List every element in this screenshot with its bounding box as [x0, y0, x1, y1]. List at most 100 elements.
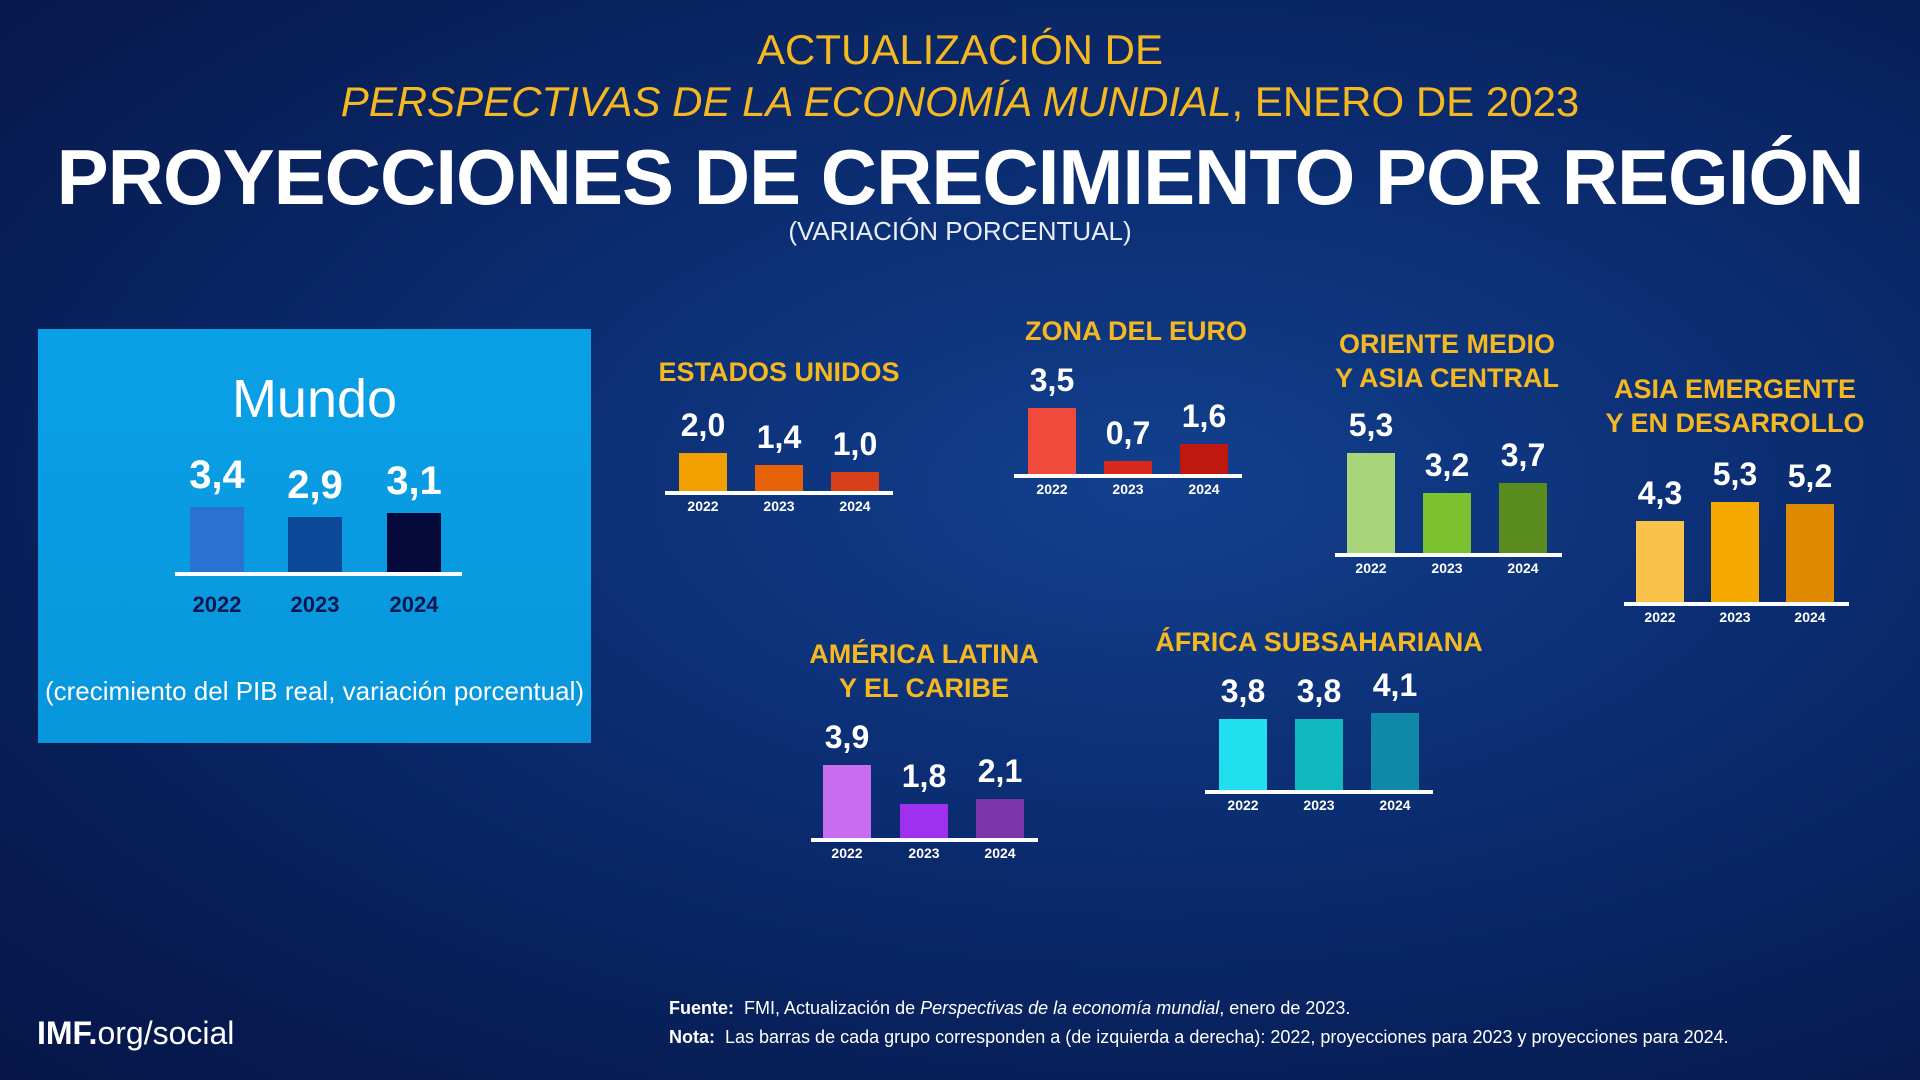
bar-2023 — [288, 516, 342, 572]
bar-2024 — [387, 513, 441, 572]
bar-2024 — [1499, 483, 1547, 553]
year-label: 2022 — [1355, 560, 1387, 576]
region-title: ORIENTE MEDIO Y ASIA CENTRAL — [1335, 327, 1559, 395]
value-label: 2,0 — [680, 407, 726, 444]
bar-2022 — [1219, 718, 1267, 790]
year-label: 2024 — [1507, 560, 1539, 576]
value-label: 3,9 — [824, 718, 870, 755]
source-italic: Perspectivas de la economía mundial — [920, 998, 1220, 1018]
value-label: 5,2 — [1787, 458, 1833, 495]
bar-2024 — [831, 472, 879, 491]
year-label: 2022 — [1227, 797, 1259, 813]
value-label: 3,1 — [386, 459, 442, 504]
year-label: 2023 — [1431, 560, 1463, 576]
value-label: 4,3 — [1637, 475, 1683, 512]
year-label: 2023 — [1719, 609, 1751, 625]
note-label: Nota: — [669, 1027, 715, 1047]
bar-2023 — [900, 804, 948, 838]
source-note: Fuente: FMI, Actualización de Perspectiv… — [669, 998, 1350, 1019]
value-label: 1,4 — [756, 418, 802, 455]
region-title-line: ORIENTE MEDIO — [1338, 329, 1556, 359]
year-label: 2022 — [831, 845, 863, 861]
bar-2022 — [190, 507, 244, 572]
axis-line — [1624, 602, 1849, 606]
region-title-line: Y EN DESARROLLO — [1605, 408, 1865, 438]
imf-brand-link[interactable]: IMF.org/social — [37, 1015, 234, 1052]
year-label: 2022 — [192, 592, 242, 617]
year-label: 2023 — [908, 845, 940, 861]
source-label: Fuente: — [669, 998, 734, 1018]
page-title: PROYECCIONES DE CRECIMIENTO POR REGIÓN — [56, 133, 1865, 221]
value-label: 1,0 — [832, 426, 878, 463]
bar-2022 — [823, 764, 871, 838]
year-label: 2024 — [1379, 797, 1411, 813]
region-title-line: Y ASIA CENTRAL — [1334, 363, 1560, 393]
bar-2022 — [1636, 521, 1684, 602]
year-label: 2024 — [389, 592, 439, 617]
bar-2024 — [1786, 504, 1834, 602]
region-title: AMÉRICA LATINA Y EL CARIBE — [809, 637, 1038, 705]
value-label: 3,7 — [1500, 437, 1546, 474]
value-label: 5,3 — [1348, 407, 1394, 444]
page-subtitle: (VARIACIÓN PORCENTUAL) — [788, 216, 1132, 246]
value-label: 3,8 — [1220, 672, 1266, 709]
region-title-line: ÁFRICA SUBSAHARIANA — [1155, 627, 1483, 657]
bar-2024 — [1371, 712, 1419, 790]
axis-line — [665, 491, 893, 495]
region-title-line: AMÉRICA LATINA — [809, 639, 1039, 669]
note-text: Las barras de cada grupo corresponden a … — [725, 1027, 1729, 1047]
footnote: Nota: Las barras de cada grupo correspon… — [669, 1027, 1729, 1048]
year-label: 2023 — [1303, 797, 1335, 813]
world-title: Mundo — [231, 369, 398, 429]
header-line-1: ACTUALIZACIÓN DE — [756, 26, 1164, 73]
axis-line — [175, 572, 462, 576]
world-caption: (crecimiento del PIB real, variación por… — [44, 676, 585, 706]
region-title-line: ASIA EMERGENTE — [1613, 374, 1857, 404]
bar-2022 — [1028, 408, 1076, 474]
source-pre: FMI, Actualización de — [744, 998, 921, 1018]
value-label: 2,1 — [977, 752, 1023, 789]
year-label: 2023 — [290, 592, 340, 617]
year-label: 2024 — [1188, 481, 1220, 497]
value-label: 3,8 — [1296, 672, 1342, 709]
year-label: 2023 — [763, 498, 795, 514]
bar-2023 — [1295, 718, 1343, 790]
value-label: 0,7 — [1105, 414, 1151, 451]
axis-line — [1335, 553, 1562, 557]
region-title-line: Y EL CARIBE — [838, 673, 1010, 703]
year-label: 2022 — [687, 498, 719, 514]
value-label: 3,4 — [189, 453, 245, 498]
bar-2022 — [679, 453, 727, 491]
region-title-line: ESTADOS UNIDOS — [658, 357, 900, 387]
bar-2024 — [1180, 443, 1228, 474]
value-label: 4,1 — [1372, 666, 1418, 703]
axis-line — [1205, 790, 1433, 794]
year-label: 2024 — [839, 498, 871, 514]
year-label: 2022 — [1644, 609, 1676, 625]
year-label: 2024 — [1794, 609, 1826, 625]
year-label: 2022 — [1036, 481, 1068, 497]
bar-2022 — [1347, 453, 1395, 553]
axis-line — [1014, 474, 1242, 478]
bar-2023 — [755, 464, 803, 491]
value-label: 3,5 — [1029, 362, 1075, 399]
region-title: ASIA EMERGENTE Y EN DESARROLLO — [1605, 372, 1864, 440]
value-label: 5,3 — [1712, 456, 1758, 493]
year-label: 2023 — [1112, 481, 1144, 497]
region-title: ÁFRICA SUBSAHARIANA — [1155, 625, 1483, 659]
publication-title: PERSPECTIVAS DE LA ECONOMÍA MUNDIAL — [340, 78, 1232, 125]
value-label: 2,9 — [287, 462, 343, 507]
header-line-2: PERSPECTIVAS DE LA ECONOMÍA MUNDIAL, ENE… — [0, 78, 1920, 126]
region-title-line: ZONA DEL EURO — [1024, 316, 1248, 346]
region-title: ESTADOS UNIDOS — [658, 355, 899, 389]
publication-date: , ENERO DE 2023 — [1231, 78, 1580, 125]
source-post: , enero de 2023. — [1219, 998, 1351, 1018]
bar-2024 — [976, 798, 1024, 838]
bar-2023 — [1711, 502, 1759, 602]
value-label: 1,8 — [901, 758, 947, 795]
bar-2023 — [1104, 460, 1152, 474]
value-label: 3,2 — [1424, 446, 1470, 483]
year-label: 2024 — [984, 845, 1016, 861]
bar-2023 — [1423, 492, 1471, 553]
axis-line — [811, 838, 1038, 842]
